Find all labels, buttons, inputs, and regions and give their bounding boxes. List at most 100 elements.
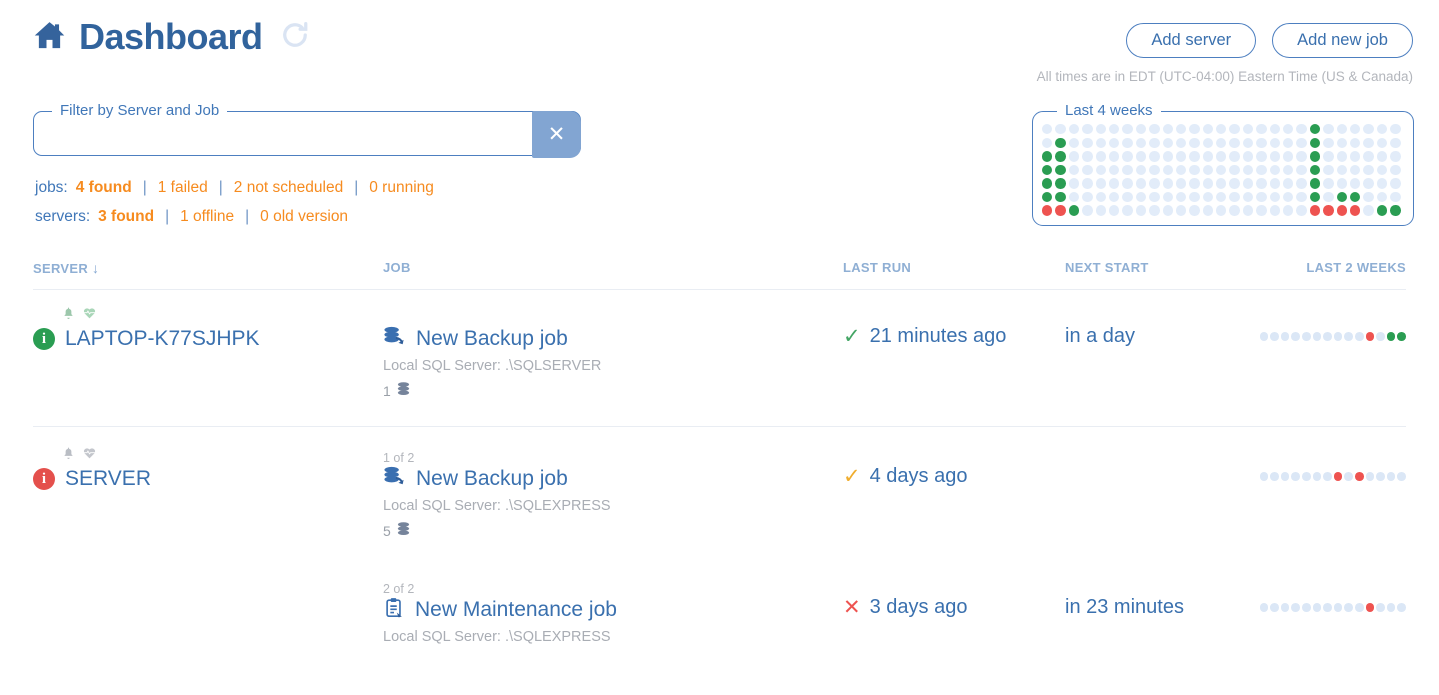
status-dot [1256,178,1267,189]
server-status-info-icon[interactable]: i [33,468,55,490]
status-dot [1269,137,1281,148]
status-dot [1283,151,1294,162]
status-dot [1283,124,1294,135]
job-title-line[interactable]: New Backup job [383,465,843,493]
status-dot [1082,164,1093,176]
status-dot [1162,205,1173,216]
server-name[interactable]: SERVER [65,467,151,490]
status-dot [1376,124,1388,135]
status-dot [1202,151,1214,162]
add-server-button[interactable]: Add server [1126,23,1257,58]
column-header-last-2-weeks[interactable]: LAST 2 WEEKS [1306,260,1406,275]
status-dot [1363,151,1374,162]
status-dot [1283,205,1294,216]
status-dot [1376,178,1388,189]
status-dot [1108,164,1120,176]
status-dot [1202,164,1214,176]
status-dot [1309,124,1321,135]
status-dot [1269,164,1281,176]
status-dot [1095,191,1106,203]
job-title-line[interactable]: New Backup job [383,325,843,353]
status-dot [1042,178,1053,189]
column-header-last-run[interactable]: LAST RUN [843,260,912,275]
status-dot [1162,164,1173,176]
status-dot [1149,191,1160,203]
status-dot [1269,151,1281,162]
status-dot [1309,164,1321,176]
last-2-weeks-dots [1253,603,1406,612]
status-dot [1042,191,1053,203]
clear-filter-button[interactable]: ✕ [532,111,581,158]
status-dot [1042,124,1053,135]
status-dot [1189,205,1200,216]
status-dot [1202,124,1214,135]
status-dot [1108,191,1120,203]
job-subtitle: Local SQL Server: .\SQLEXPRESS [383,498,611,514]
column-header-job[interactable]: JOB [383,260,411,275]
status-dot [1068,164,1080,176]
status-dot [1095,124,1106,135]
filter-input[interactable] [36,114,528,153]
status-dot [1336,191,1347,203]
status-dot [1296,151,1307,162]
status-dot [1349,164,1361,176]
status-dot [1363,205,1374,216]
status-dot [1323,191,1334,203]
status-dot [1068,137,1080,148]
status-dot [1336,178,1347,189]
dot-grid-row [1042,178,1401,189]
last-run-cell: ✓ 4 days ago [843,465,1065,488]
status-dot [1344,603,1354,612]
server-cell: i SERVER [33,447,383,645]
last-run-cell: ✕ 3 days ago [843,596,1065,619]
add-new-job-button[interactable]: Add new job [1272,23,1413,58]
dot-grid-row [1042,205,1401,216]
status-dot [1270,603,1279,612]
column-header-server[interactable]: SERVER ↓ [33,260,100,276]
job-row: New Backup job Local SQL Server: .\SQLSE… [383,307,1406,400]
job-title: New Backup job [416,327,568,350]
refresh-icon[interactable] [280,20,310,55]
last-2-weeks-dots [1253,472,1406,481]
status-dot [1259,603,1269,612]
job-title-line[interactable]: New Maintenance job [383,596,843,624]
status-dot [1162,191,1173,203]
status-dot [1189,151,1200,162]
status-dot [1312,603,1322,612]
status-dot [1135,191,1147,203]
server-cell: i LAPTOP-K77SJHPK [33,307,383,400]
status-dot [1376,603,1385,612]
status-dot [1242,124,1254,135]
status-dot [1365,332,1375,341]
status-dot [1042,164,1053,176]
status-dot [1242,137,1254,148]
run-status-icon: ✓ [843,325,861,348]
bell-icon [62,446,75,465]
header-buttons: Add server Add new job [1126,23,1413,58]
last-run-text: 4 days ago [869,465,968,487]
status-dot [1082,124,1093,135]
column-header-next-start[interactable]: NEXT START [1065,260,1149,275]
backup-job-icon [383,465,406,493]
status-dot [1256,151,1267,162]
status-dot [1323,205,1334,216]
status-dot [1229,191,1240,203]
status-dot [1242,151,1254,162]
status-dot [1095,178,1106,189]
status-dot [1122,191,1133,203]
status-dot [1355,603,1364,612]
status-dot [1336,137,1347,148]
database-icon [396,381,411,400]
status-dot [1055,151,1066,162]
status-dot [1229,137,1240,148]
status-dot [1344,332,1354,341]
status-dot [1283,191,1294,203]
jobs-failed-count: 1 failed [157,179,208,196]
bell-icon [62,306,75,325]
server-status-info-icon[interactable]: i [33,328,55,350]
status-dot [1376,191,1388,203]
separator: | [142,179,147,196]
separator: | [218,179,223,196]
status-dot [1256,137,1267,148]
server-name[interactable]: LAPTOP-K77SJHPK [65,327,260,350]
